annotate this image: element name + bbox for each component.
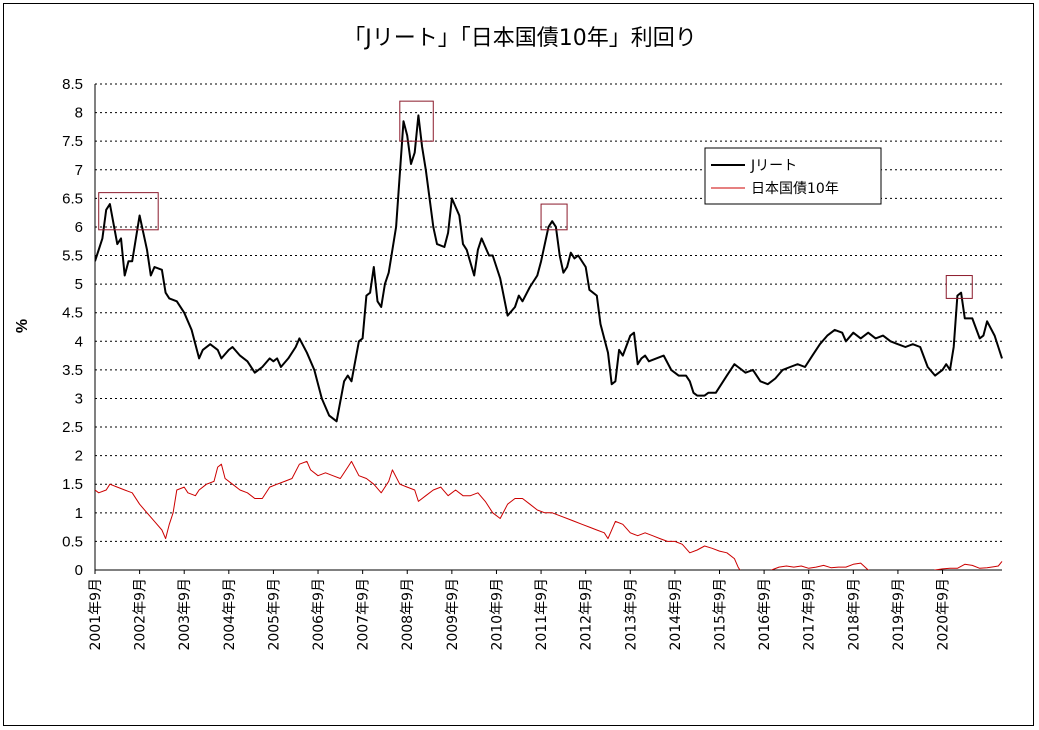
x-tick-label: 2015年9月: [712, 578, 728, 651]
x-tick-label: 2016年9月: [757, 578, 773, 651]
highlight-box: [540, 203, 568, 231]
highlight-box: [98, 192, 159, 231]
y-axis-label: %: [14, 319, 31, 333]
y-tick-label: 8.5: [62, 76, 83, 93]
x-tick-label: 2011年9月: [534, 578, 550, 651]
y-tick-label: 6: [75, 219, 83, 236]
y-tick-label: 4.5: [62, 305, 83, 322]
highlight-box: [399, 100, 434, 142]
y-tick-label: 2.5: [62, 419, 83, 436]
x-tick-label: 2010年9月: [489, 578, 505, 651]
y-tick-label: 4: [75, 333, 83, 350]
y-tick-label: 1: [75, 505, 83, 522]
x-tick-label: 2007年9月: [356, 578, 372, 651]
series-line-jreit: [95, 114, 1003, 423]
legend-box: [704, 147, 882, 205]
x-tick-label: 2004年9月: [222, 578, 238, 651]
chart-title: 「Jリート」「日本国債10年」利回り: [343, 26, 696, 51]
y-tick-label: 7: [75, 162, 83, 179]
legend-label: Jリート: [750, 158, 797, 174]
x-tick-label: 2005年9月: [266, 578, 282, 651]
x-tick-label: 2019年9月: [891, 578, 907, 651]
y-tick-label: 5: [75, 276, 83, 293]
y-tick-label: 1.5: [62, 476, 83, 493]
x-tick-label: 2001年9月: [88, 578, 104, 651]
x-tick-labels: 2001年9月 2002年9月 2003年9月 2004年9月 2005年9月 2006年…: [88, 578, 952, 651]
chart-frame: [3, 3, 1034, 726]
x-tick-label: 2020年9月: [936, 578, 952, 651]
x-tick-label: 2012年9月: [579, 578, 595, 651]
y-tick-label: 0.5: [62, 533, 83, 550]
y-tick-label: 3: [75, 390, 83, 407]
x-tick-label: 2003年9月: [177, 578, 193, 651]
x-tick-label: 2006年9月: [311, 578, 327, 651]
x-tick-label: 2013年9月: [623, 578, 639, 651]
x-tick-label: 2008年9月: [400, 578, 416, 651]
highlight-box: [945, 275, 973, 299]
highlight-boxes: [98, 100, 973, 299]
x-tick-label: 2009年9月: [445, 578, 461, 651]
y-tick-label: 5.5: [62, 248, 83, 265]
y-tick-label: 0: [75, 562, 83, 579]
x-tick-label: 2017年9月: [802, 578, 818, 651]
y-tick-label: 8: [75, 105, 83, 122]
series-line-jgb10: [95, 460, 1003, 570]
y-tick-label: 3.5: [62, 362, 83, 379]
y-tick-label: 6.5: [62, 190, 83, 207]
y-tick-labels: 0 0.5 1 1.5 2 2.5 3 3.5 4 4.5 5 5.5 6 6.5 7 7.5 8 8.5: [62, 76, 83, 579]
x-tick-label: 2018年9月: [846, 578, 862, 651]
x-tick-label: 2002年9月: [133, 578, 149, 651]
series-lines: [95, 114, 1003, 570]
x-tick-label: 2014年9月: [668, 578, 684, 651]
y-tick-label: 7.5: [62, 133, 83, 150]
y-tick-label: 2: [75, 448, 83, 465]
legend-label: 日本国債10年: [751, 181, 839, 197]
